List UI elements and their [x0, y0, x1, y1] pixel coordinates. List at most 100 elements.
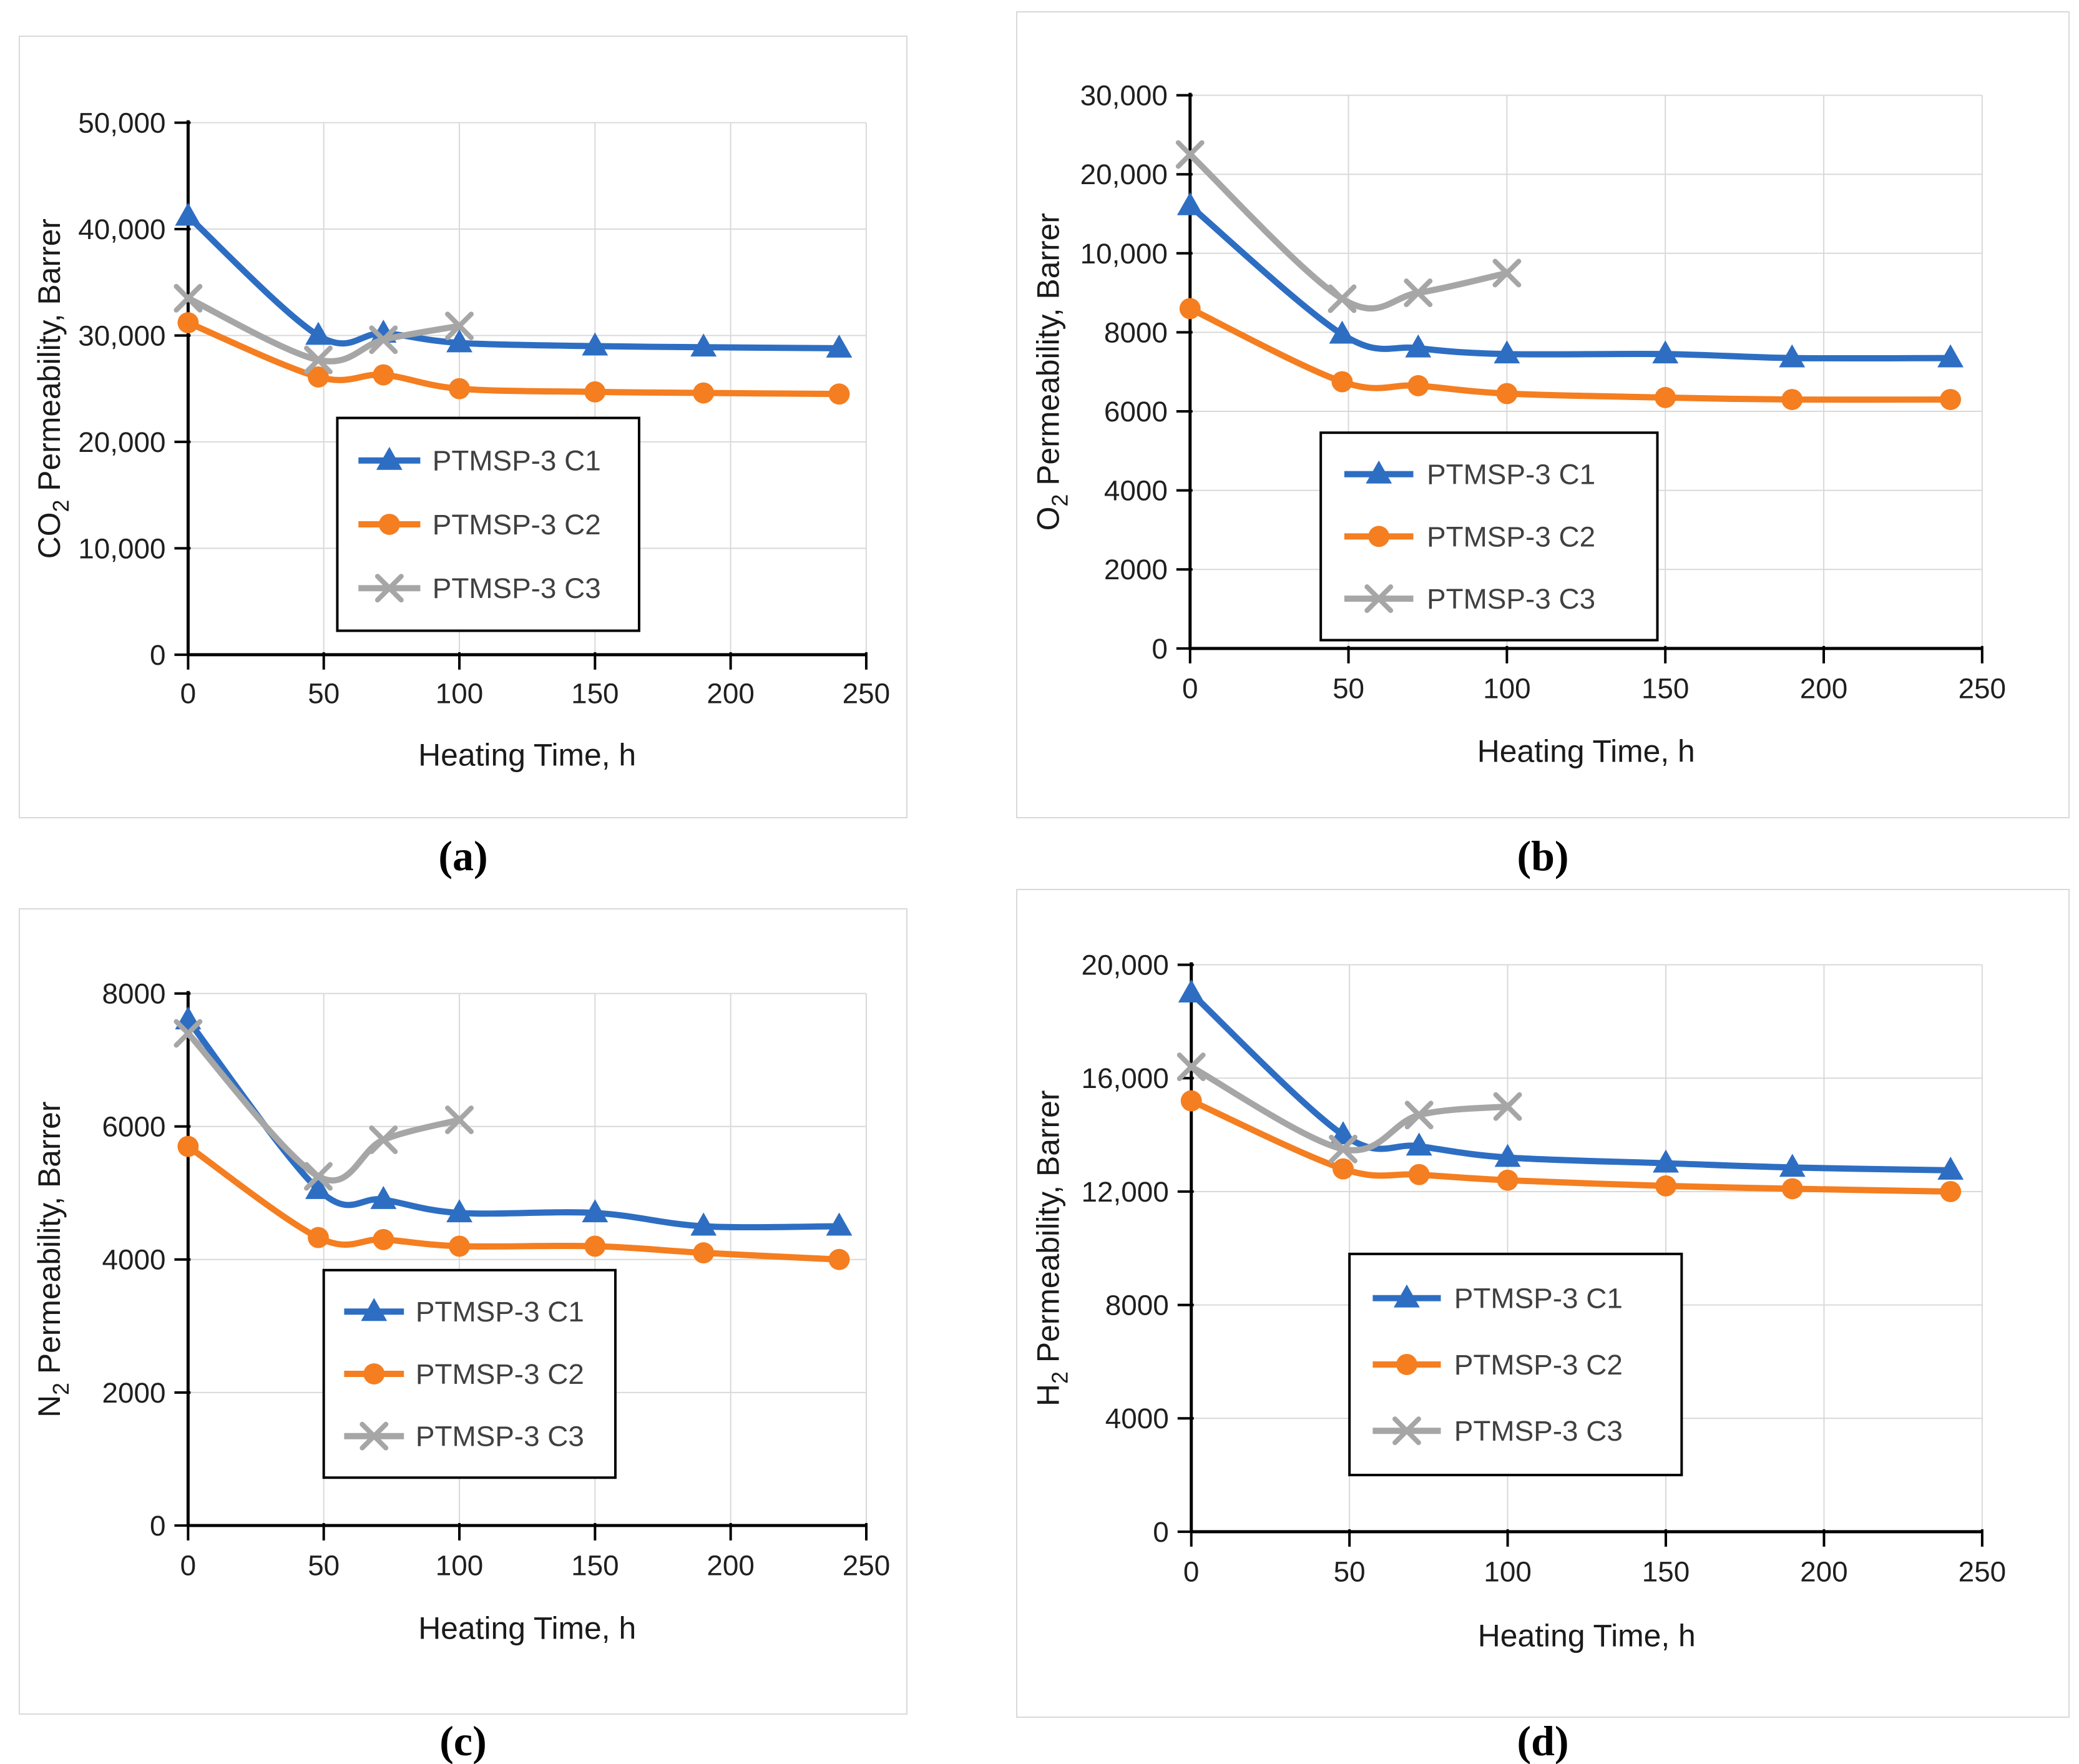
x-axis-title: Heating Time, h: [418, 1610, 636, 1645]
x-axis-title: Heating Time, h: [1478, 1618, 1696, 1653]
series-line-ptmsp-3-c3: [1188, 1064, 1511, 1154]
y-tick-label: 16,000: [1082, 1062, 1169, 1094]
x-marker: [174, 283, 203, 313]
x-tick-label: 50: [1334, 1556, 1366, 1588]
series-line-ptmsp-3-c1: [1186, 202, 1954, 362]
panel-b-caption: (b): [1517, 832, 1569, 880]
x-marker: [1175, 140, 1205, 169]
x-marker: [1493, 1092, 1522, 1121]
y-tick-label: 30,000: [1080, 79, 1168, 112]
x-tick-label: 150: [571, 677, 619, 710]
n2-permeability-chart: 0 2000 4000 6000 8000 0 50 100 150 200 250 Heating …: [32, 978, 891, 1646]
x-tick-label: 250: [843, 1549, 891, 1582]
y-tick-label: 2000: [1104, 553, 1168, 586]
y-tick-label: 4000: [1105, 1402, 1169, 1434]
legend-label: PTMSP-3 C1: [416, 1295, 584, 1328]
x-marker: [1492, 258, 1522, 288]
circle-marker: [1396, 1354, 1417, 1375]
circle-marker: [1179, 298, 1201, 320]
triangle-marker: [446, 329, 472, 353]
circle-marker: [449, 378, 470, 399]
series-line-ptmsp-3-c2: [185, 1143, 843, 1263]
y-tick-label: 0: [150, 1509, 166, 1542]
triangle-marker: [1405, 334, 1432, 358]
y-axis-title: H2 Permeability, Barrer: [1030, 1090, 1072, 1406]
x-marker: [1328, 284, 1357, 313]
triangle-marker: [1366, 460, 1392, 484]
circle-marker: [584, 1235, 606, 1257]
series-line-ptmsp-3-c1: [1188, 990, 1954, 1174]
circle-marker: [1496, 383, 1518, 404]
triangle-marker: [1779, 344, 1806, 368]
co2-permeability-chart: 0 10,000 20,000 30,000 40,000 50,000 0 50 100 150…: [32, 107, 890, 773]
x-tick-label: 50: [308, 1549, 340, 1582]
circle-marker: [378, 514, 400, 535]
triangle-marker: [1652, 340, 1679, 364]
x-tick-label: 0: [180, 677, 197, 710]
circle-marker: [828, 383, 850, 405]
x-tick-label: 0: [1183, 1556, 1200, 1588]
circle-marker: [1407, 375, 1429, 396]
y-axis-title: CO2 Permeability, Barrer: [32, 218, 74, 559]
x-tick-label: 200: [1800, 672, 1848, 705]
x-tick-label: 200: [1800, 1556, 1848, 1588]
circle-marker: [449, 1235, 470, 1257]
series-line-ptmsp-3-c2: [1188, 1097, 1954, 1195]
triangle-marker: [826, 1212, 853, 1236]
circle-marker: [1331, 371, 1353, 393]
y-tick-label: 0: [150, 639, 166, 671]
triangle-marker: [1176, 192, 1203, 215]
legend-label: PTMSP-3 C3: [416, 1420, 584, 1453]
y-tick-label: 2000: [102, 1376, 165, 1409]
x-marker: [1404, 278, 1433, 308]
series-line-ptmsp-3-c3: [1186, 151, 1510, 312]
y-tick-label: 0: [1152, 632, 1168, 665]
x-tick-label: 200: [707, 677, 755, 710]
circle-marker: [1333, 1158, 1354, 1180]
triangle-marker: [582, 1199, 609, 1223]
circle-marker: [1368, 526, 1390, 547]
x-marker: [369, 1125, 398, 1154]
triangle-marker: [1329, 320, 1356, 344]
x-tick-label: 100: [436, 677, 484, 710]
triangle-marker: [446, 1199, 472, 1223]
legend-label: PTMSP-3 C3: [1427, 582, 1595, 615]
x-tick-label: 0: [180, 1549, 197, 1582]
triangle-marker: [1937, 344, 1964, 368]
x-tick-label: 100: [1483, 672, 1531, 705]
circle-marker: [1781, 1178, 1803, 1200]
x-tick-label: 250: [1959, 672, 2007, 705]
x-marker: [374, 574, 404, 603]
y-tick-label: 8000: [102, 978, 165, 1010]
circle-marker: [1940, 1180, 1962, 1202]
series-line-ptmsp-3-c1: [185, 213, 843, 351]
circle-marker: [584, 381, 606, 403]
circle-marker: [1408, 1164, 1430, 1185]
y-tick-label: 10,000: [1080, 237, 1168, 270]
legend-label: PTMSP-3 C3: [433, 572, 601, 604]
h2-permeability-chart: 0 4000 8000 12,000 16,000 20,000 0 50 100 150 200 2…: [1030, 949, 2006, 1654]
y-tick-label: 8000: [1105, 1289, 1169, 1321]
circle-marker: [1655, 1175, 1676, 1197]
panel-d-card: 0 4000 8000 12,000 16,000 20,000 0 50 100 150 200 2…: [1016, 889, 2070, 1718]
y-tick-label: 8000: [1104, 316, 1168, 348]
triangle-marker: [175, 202, 202, 226]
triangle-marker: [1394, 1284, 1420, 1308]
x-tick-label: 150: [1642, 1556, 1690, 1588]
triangle-marker: [1937, 1156, 1964, 1180]
triangle-marker: [690, 1212, 717, 1236]
legend-label: PTMSP-3 C2: [416, 1358, 584, 1390]
y-tick-label: 0: [1153, 1516, 1169, 1548]
y-tick-label: 4000: [1104, 474, 1168, 507]
x-tick-label: 100: [1484, 1556, 1532, 1588]
x-marker: [1176, 1052, 1206, 1082]
triangle-marker: [305, 1175, 331, 1199]
x-marker: [174, 1019, 203, 1048]
circle-marker: [373, 1228, 394, 1250]
y-tick-label: 20,000: [1080, 158, 1168, 190]
series-line-ptmsp-3-c1: [185, 1017, 843, 1231]
panel-c-card: 0 2000 4000 6000 8000 0 50 100 150 200 250 Heating …: [19, 908, 907, 1715]
panel-c-caption: (c): [439, 1717, 487, 1764]
x-tick-label: 150: [1641, 672, 1690, 705]
x-marker: [1404, 1100, 1434, 1130]
